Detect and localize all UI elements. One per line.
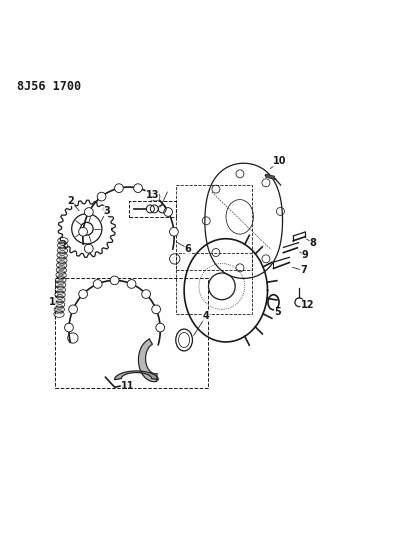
Circle shape: [152, 305, 160, 314]
Text: 3: 3: [103, 206, 110, 216]
Bar: [176, 253, 252, 314]
Bar: [176, 185, 252, 270]
Circle shape: [79, 228, 88, 236]
Circle shape: [134, 184, 142, 192]
Text: 11: 11: [121, 381, 134, 391]
Text: 2: 2: [68, 196, 74, 206]
Text: 13: 13: [146, 190, 159, 200]
Circle shape: [97, 192, 106, 201]
Text: 10: 10: [273, 156, 286, 166]
Circle shape: [156, 323, 164, 332]
Circle shape: [151, 192, 160, 201]
Circle shape: [110, 276, 119, 285]
Polygon shape: [114, 371, 158, 379]
Circle shape: [142, 290, 150, 298]
Circle shape: [84, 208, 93, 216]
Circle shape: [69, 305, 78, 314]
Text: 5: 5: [274, 307, 281, 317]
Text: 1: 1: [49, 297, 56, 307]
Circle shape: [93, 280, 102, 288]
Polygon shape: [138, 339, 157, 382]
Bar: [128, 201, 176, 217]
Text: 6: 6: [185, 244, 192, 254]
Bar: [266, 174, 275, 180]
Circle shape: [79, 290, 88, 298]
Text: 9: 9: [302, 251, 309, 261]
Circle shape: [65, 323, 73, 332]
Circle shape: [164, 208, 172, 216]
Circle shape: [170, 228, 178, 236]
Circle shape: [115, 184, 123, 192]
Text: 4: 4: [202, 311, 209, 321]
Text: 12: 12: [300, 300, 314, 310]
Text: 8: 8: [310, 238, 317, 248]
Bar: [55, 278, 208, 387]
Text: 8J56 1700: 8J56 1700: [17, 80, 82, 93]
Text: 7: 7: [300, 265, 307, 276]
Circle shape: [127, 280, 136, 288]
